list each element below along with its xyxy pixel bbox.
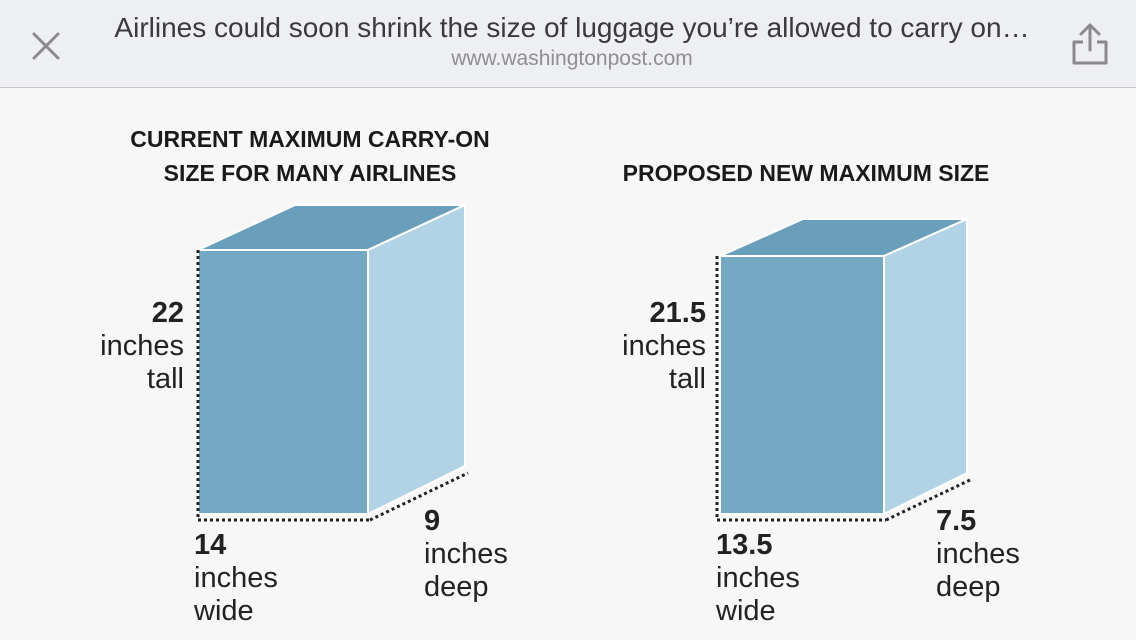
close-button[interactable] <box>22 24 70 68</box>
proposed-wide-word: wide <box>716 595 776 627</box>
proposed-deep-word: deep <box>936 571 1001 603</box>
proposed-wide-label: 13.5 inches wide <box>716 529 800 628</box>
page-url: www.washingtonpost.com <box>451 47 693 70</box>
current-deep-label: 9 inches deep <box>424 505 508 604</box>
current-deep-word: deep <box>424 571 489 603</box>
current-wide-word: wide <box>194 595 254 627</box>
share-button[interactable] <box>1064 18 1116 70</box>
current-deep-unit: inches <box>424 538 508 570</box>
browser-toolbar: Airlines could soon shrink the size of l… <box>0 0 1136 88</box>
current-wide-unit: inches <box>194 562 278 594</box>
current-heading-line-1: CURRENT MAXIMUM CARRY-ON <box>130 126 490 152</box>
current-tall-unit: inches <box>100 330 184 362</box>
cube-drawings <box>196 203 971 522</box>
proposed-tall-word: tall <box>668 363 706 395</box>
close-icon <box>32 32 60 60</box>
current-cube-front <box>197 249 369 515</box>
current-size-cube <box>196 203 469 522</box>
proposed-deep-value: 7.5 <box>936 505 977 537</box>
proposed-wide-unit: inches <box>716 562 800 594</box>
current-tall-value: 22 <box>151 297 184 329</box>
current-tall-label: 22 inches tall <box>40 297 184 396</box>
current-heading-line-2: SIZE FOR MANY AIRLINES <box>163 160 457 186</box>
proposed-size-cube <box>715 217 971 522</box>
proposed-tall-value: 21.5 <box>649 297 706 329</box>
current-deep-value: 9 <box>424 505 441 537</box>
carry-on-size-infographic: CURRENT MAXIMUM CARRY-ON SIZE FOR MANY A… <box>0 88 1136 640</box>
current-wide-value: 14 <box>194 529 227 561</box>
current-wide-label: 14 inches wide <box>194 529 278 628</box>
proposed-size-heading: PROPOSED NEW MAXIMUM SIZE <box>622 160 990 186</box>
proposed-cube-front <box>719 255 885 515</box>
current-deep-dimension-line <box>369 471 469 522</box>
page-title: Airlines could soon shrink the size of l… <box>114 12 1030 43</box>
proposed-deep-unit: inches <box>936 538 1020 570</box>
current-size-heading: CURRENT MAXIMUM CARRY-ON SIZE FOR MANY A… <box>100 122 520 190</box>
share-icon <box>1072 23 1108 65</box>
current-cube-side <box>367 203 466 516</box>
proposed-deep-label: 7.5 inches deep <box>936 505 1020 604</box>
proposed-wide-value: 13.5 <box>716 529 773 561</box>
current-tall-word: tall <box>146 363 184 395</box>
proposed-tall-unit: inches <box>622 330 706 362</box>
proposed-tall-label: 21.5 inches tall <box>560 297 706 396</box>
proposed-cube-side <box>883 217 968 516</box>
